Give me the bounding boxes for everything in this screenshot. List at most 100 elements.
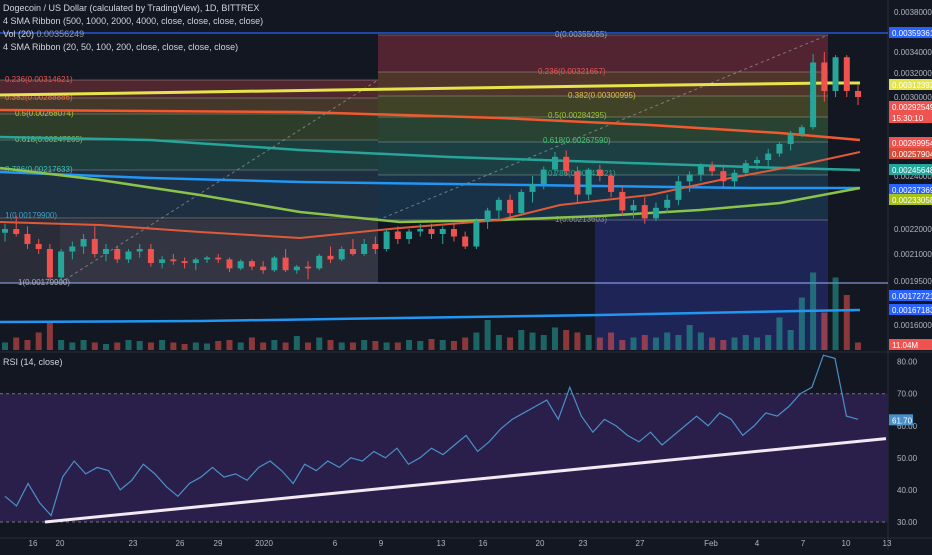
candle-body	[69, 246, 76, 252]
volume-bar	[742, 335, 749, 350]
candle-body	[383, 231, 390, 249]
price-tag-bg	[889, 112, 932, 123]
candle-body	[450, 229, 457, 237]
sma-orange	[0, 108, 861, 142]
sma-ribbon-1-label: 4 SMA Ribbon (500, 1000, 2000, 4000, clo…	[3, 16, 264, 26]
price-tag-bg	[889, 27, 932, 38]
volume-bar	[664, 332, 671, 350]
volume-bar	[159, 340, 166, 350]
price-tag-bg	[889, 304, 932, 315]
volume-bar	[327, 340, 334, 350]
candle-body	[58, 251, 65, 278]
candle-body	[80, 239, 87, 247]
candle-body	[798, 127, 805, 135]
volume-bar	[125, 340, 132, 350]
volume-bar	[608, 332, 615, 350]
candle-body	[159, 259, 166, 263]
candle-body	[596, 169, 603, 176]
volume-bar	[753, 337, 760, 350]
candle-body	[495, 199, 502, 211]
price-tag-text: 0.00292549	[892, 103, 932, 112]
volume-bar	[103, 344, 110, 350]
volume-bar	[383, 342, 390, 350]
price-tag-text: 0.00237369	[892, 186, 932, 195]
volume-bar	[439, 340, 446, 350]
volume-bar	[697, 332, 704, 350]
candle-body	[518, 191, 525, 214]
candle-body	[686, 174, 693, 182]
candle-body	[35, 244, 42, 249]
volume-bar	[484, 320, 491, 350]
candle-body	[260, 266, 267, 271]
volume-bar	[338, 342, 345, 350]
price-tag-text: 11.04M	[892, 341, 918, 350]
sma-red	[0, 151, 861, 240]
candle-body	[630, 205, 637, 211]
volume-bar	[652, 337, 659, 350]
candle-body	[316, 255, 323, 269]
rsi-tick-label: 80.00	[897, 358, 918, 367]
candle-body	[349, 249, 356, 254]
volume-bar	[406, 340, 413, 350]
candle-body	[765, 153, 772, 160]
candle-body	[103, 249, 110, 254]
volume-bar	[46, 322, 53, 350]
candle-body	[305, 266, 312, 269]
volume-bar	[765, 335, 772, 350]
candle-body	[821, 62, 828, 91]
candle-body	[462, 236, 469, 247]
time-tick-label: 27	[636, 539, 645, 548]
candle-body	[720, 171, 727, 182]
fib-zone-right	[378, 175, 828, 220]
volume-bar	[80, 340, 87, 350]
fib-zone-right	[378, 117, 828, 142]
price-tag-bg	[889, 101, 932, 112]
candle-body	[13, 229, 20, 234]
time-tick-label: 10	[842, 539, 851, 548]
volume-bar	[271, 340, 278, 350]
volume-bar	[282, 342, 289, 350]
volume-bar	[293, 336, 300, 350]
volume-bar	[843, 295, 850, 350]
candle-body	[439, 229, 446, 234]
volume-bar	[709, 337, 716, 350]
fib-label-right: 0.382(0.00300995)	[568, 91, 636, 100]
volume-bar	[450, 341, 457, 350]
volume-bar	[417, 341, 424, 350]
volume-bar	[551, 327, 558, 350]
fib-zone-right-base	[595, 220, 828, 350]
candle-body	[91, 239, 98, 254]
candle-body	[832, 57, 839, 91]
time-tick-label: 2020	[255, 539, 273, 548]
candle-body	[125, 251, 132, 260]
fib-label-right: 0.236(0.00321657)	[538, 67, 606, 76]
fib-zone-left	[0, 114, 378, 140]
candle-body	[641, 205, 648, 219]
candle-body	[46, 249, 53, 278]
volume-bar	[394, 342, 401, 350]
candle-body	[574, 171, 581, 195]
candle-body	[204, 257, 211, 260]
volume-bar	[563, 330, 570, 350]
candle-body	[776, 144, 783, 154]
volume-bar	[361, 340, 368, 350]
volume-bar	[495, 335, 502, 350]
fib-label-right: 0.618(0.00267590)	[543, 136, 611, 145]
fib-label-right: 0.786(0.00243821)	[548, 169, 616, 178]
fib-label-left: 0.236(0.00314621)	[5, 75, 73, 84]
candle-body	[619, 191, 626, 211]
volume-label-value: 0.00356249	[36, 29, 85, 39]
volume-bar	[114, 342, 121, 350]
volume-bar	[776, 317, 783, 350]
candle-body	[428, 229, 435, 234]
fib-label-left: 0.786(0.00217633)	[5, 165, 73, 174]
volume-bar	[181, 344, 188, 350]
volume-bar	[731, 337, 738, 350]
